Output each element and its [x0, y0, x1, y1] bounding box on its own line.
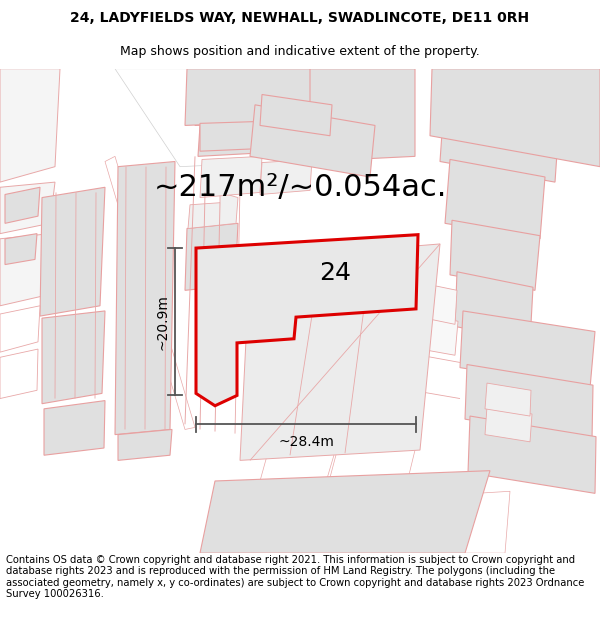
Polygon shape: [42, 311, 105, 404]
Text: ~217m²/~0.054ac.: ~217m²/~0.054ac.: [154, 173, 446, 202]
Polygon shape: [0, 306, 40, 352]
Text: ~28.4m: ~28.4m: [278, 435, 334, 449]
Polygon shape: [468, 416, 596, 493]
Polygon shape: [0, 234, 50, 306]
Text: Map shows position and indicative extent of the property.: Map shows position and indicative extent…: [120, 45, 480, 58]
Polygon shape: [260, 159, 312, 194]
Polygon shape: [380, 308, 458, 355]
Polygon shape: [40, 188, 105, 316]
Polygon shape: [485, 407, 532, 442]
Polygon shape: [485, 383, 531, 416]
Polygon shape: [115, 161, 175, 434]
Polygon shape: [445, 159, 545, 239]
Polygon shape: [460, 311, 595, 388]
Polygon shape: [455, 272, 533, 342]
Polygon shape: [0, 69, 60, 182]
Polygon shape: [5, 234, 37, 264]
Polygon shape: [115, 69, 295, 167]
Polygon shape: [200, 471, 490, 553]
Polygon shape: [185, 223, 238, 291]
Text: Contains OS data © Crown copyright and database right 2021. This information is : Contains OS data © Crown copyright and d…: [6, 554, 584, 599]
Polygon shape: [198, 122, 256, 156]
Polygon shape: [5, 188, 40, 223]
Polygon shape: [200, 156, 262, 198]
Polygon shape: [390, 277, 457, 324]
Polygon shape: [310, 69, 415, 161]
Polygon shape: [430, 69, 600, 167]
Polygon shape: [105, 156, 195, 429]
Polygon shape: [250, 105, 375, 177]
Polygon shape: [185, 69, 312, 126]
Polygon shape: [195, 69, 342, 126]
Polygon shape: [260, 94, 332, 136]
Polygon shape: [44, 401, 105, 455]
Polygon shape: [118, 429, 172, 461]
Text: ~20.9m: ~20.9m: [155, 294, 169, 350]
Polygon shape: [465, 364, 593, 440]
Polygon shape: [240, 434, 340, 553]
Polygon shape: [240, 244, 440, 461]
Polygon shape: [310, 429, 420, 553]
Polygon shape: [200, 120, 296, 151]
Polygon shape: [440, 89, 560, 182]
Polygon shape: [0, 349, 38, 399]
Text: 24: 24: [319, 261, 351, 285]
Polygon shape: [188, 192, 238, 229]
Polygon shape: [415, 491, 510, 553]
Polygon shape: [450, 220, 540, 291]
Text: 24, LADYFIELDS WAY, NEWHALL, SWADLINCOTE, DE11 0RH: 24, LADYFIELDS WAY, NEWHALL, SWADLINCOTE…: [70, 11, 530, 26]
Polygon shape: [196, 234, 418, 406]
Polygon shape: [0, 182, 55, 234]
